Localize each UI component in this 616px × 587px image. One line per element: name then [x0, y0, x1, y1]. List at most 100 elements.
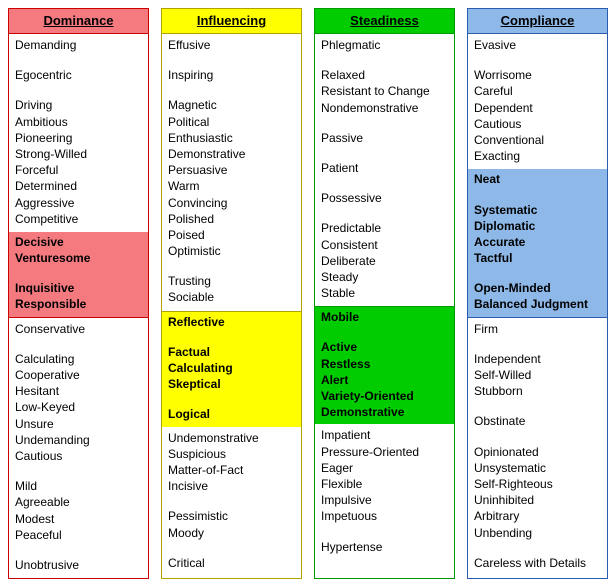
trait-item: Calculating	[168, 360, 295, 376]
trait-item: Convincing	[168, 195, 295, 211]
trait-item: Poised	[168, 227, 295, 243]
trait-item: Systematic	[474, 202, 601, 218]
column-header: Steadiness	[315, 9, 454, 34]
trait-item: Neat	[474, 171, 601, 187]
trait-item: Unsystematic	[474, 460, 601, 476]
highlight-band: NeatSystematicDiplomaticAccurateTactfulO…	[468, 169, 607, 316]
trait-item: Unobtrusive	[15, 557, 142, 573]
column-compliance: ComplianceEvasiveWorrisomeCarefulDepende…	[467, 8, 608, 579]
trait-group: FirmIndependentSelf-WilledStubbornObstin…	[468, 318, 607, 576]
trait-item: Careless with Details	[474, 555, 601, 571]
trait-item: Diplomatic	[474, 218, 601, 234]
disc-grid: DominanceDemandingEgocentricDrivingAmbit…	[8, 8, 608, 579]
trait-item: Determined	[15, 178, 142, 194]
trait-group: Phlegmatic RelaxedResistant to ChangeNond…	[315, 34, 454, 306]
trait-item: Low-Keyed	[15, 399, 142, 415]
column-dominance: DominanceDemandingEgocentricDrivingAmbit…	[8, 8, 149, 579]
upper-section: Phlegmatic RelaxedResistant to ChangeNond…	[315, 34, 454, 307]
trait-item: Moody	[168, 525, 295, 541]
trait-item: Active	[321, 339, 448, 355]
trait-item: Pessimistic	[168, 508, 295, 524]
trait-item: Resistant to Change	[321, 83, 448, 99]
trait-item: Tactful	[474, 250, 601, 266]
trait-item: Undemanding	[15, 432, 142, 448]
lower-section: ConservativeCalculatingCooperativeHesita…	[9, 318, 148, 578]
trait-item: Responsible	[15, 296, 142, 312]
trait-item: Passive	[321, 130, 448, 146]
lower-section: MobileActiveRestlessAlertVariety-Oriente…	[315, 307, 454, 559]
trait-item: Opinionated	[474, 444, 601, 460]
trait-item: Inspiring	[168, 67, 295, 83]
trait-item: Restless	[321, 356, 448, 372]
trait-item: Unbending	[474, 525, 601, 541]
trait-item: Sociable	[168, 289, 295, 305]
upper-section: EvasiveWorrisomeCarefulDependentCautious…	[468, 34, 607, 318]
trait-item: Conventional	[474, 132, 601, 148]
trait-item: Balanced Judgment	[474, 296, 601, 312]
trait-group: EvasiveWorrisomeCarefulDependentCautious…	[468, 34, 607, 169]
trait-item: Phlegmatic	[321, 37, 448, 53]
trait-item: Firm	[474, 321, 601, 337]
trait-item: Steady	[321, 269, 448, 285]
column-influencing: InfluencingEffusiveInspiringMagneticPoli…	[161, 8, 302, 579]
trait-group: EffusiveInspiringMagneticPoliticalEnthus…	[162, 34, 301, 311]
column-header: Compliance	[468, 9, 607, 34]
trait-item: Unsure	[15, 416, 142, 432]
highlight-band: MobileActiveRestlessAlertVariety-Oriente…	[315, 307, 454, 424]
trait-item: Peaceful	[15, 527, 142, 543]
trait-item: Accurate	[474, 234, 601, 250]
upper-section: EffusiveInspiringMagneticPoliticalEnthus…	[162, 34, 301, 312]
trait-item: Trusting	[168, 273, 295, 289]
trait-item: Variety-Oriented	[321, 388, 448, 404]
trait-item: Flexible	[321, 476, 448, 492]
trait-item: Strong-Willed	[15, 146, 142, 162]
trait-group: ImpatientPressure-OrientedEagerFlexibleI…	[315, 424, 454, 559]
trait-item: Dependent	[474, 100, 601, 116]
trait-item: Undemonstrative	[168, 430, 295, 446]
lower-section: FirmIndependentSelf-WilledStubbornObstin…	[468, 318, 607, 576]
trait-item: Incisive	[168, 478, 295, 494]
trait-item: Skeptical	[168, 376, 295, 392]
trait-item: Critical	[168, 555, 295, 571]
trait-item: Inquisitive	[15, 280, 142, 296]
trait-item: Polished	[168, 211, 295, 227]
trait-item: Hypertense	[321, 539, 448, 555]
trait-item: Arbitrary	[474, 508, 601, 524]
trait-item: Demanding	[15, 37, 142, 53]
lower-section: ReflectiveFactualCalculatingSkepticalLog…	[162, 312, 301, 576]
trait-item: Possessive	[321, 190, 448, 206]
trait-item: Consistent	[321, 237, 448, 253]
trait-item: Stable	[321, 285, 448, 301]
trait-item: Agreeable	[15, 494, 142, 510]
trait-item: Political	[168, 114, 295, 130]
trait-item: Modest	[15, 511, 142, 527]
trait-item: Optimistic	[168, 243, 295, 259]
trait-item: Worrisome	[474, 67, 601, 83]
trait-item: Venturesome	[15, 250, 142, 266]
trait-item: Nondemonstrative	[321, 100, 448, 116]
trait-item: Cooperative	[15, 367, 142, 383]
trait-item: Eager	[321, 460, 448, 476]
upper-section: DemandingEgocentricDrivingAmbitiousPione…	[9, 34, 148, 318]
trait-item: Relaxed	[321, 67, 448, 83]
column-header: Dominance	[9, 9, 148, 34]
trait-item: Aggressive	[15, 195, 142, 211]
column-steadiness: Steadiness Phlegmatic RelaxedResistant to …	[314, 8, 455, 579]
trait-item: Forceful	[15, 162, 142, 178]
trait-item: Reflective	[168, 314, 295, 330]
trait-item: Demonstrative	[321, 404, 448, 420]
trait-item: Exacting	[474, 148, 601, 164]
trait-item: Demonstrative	[168, 146, 295, 162]
trait-item: Warm	[168, 178, 295, 194]
trait-item: Enthusiastic	[168, 130, 295, 146]
trait-item: Independent	[474, 351, 601, 367]
trait-item: Driving	[15, 97, 142, 113]
trait-item: Logical	[168, 406, 295, 422]
highlight-band: ReflectiveFactualCalculatingSkepticalLog…	[162, 312, 301, 427]
trait-item: Calculating	[15, 351, 142, 367]
highlight-band: DecisiveVenturesomeInquisitiveResponsibl…	[9, 232, 148, 317]
trait-item: Deliberate	[321, 253, 448, 269]
trait-item: Impatient	[321, 427, 448, 443]
trait-item: Self-Righteous	[474, 476, 601, 492]
trait-item: Matter-of-Fact	[168, 462, 295, 478]
